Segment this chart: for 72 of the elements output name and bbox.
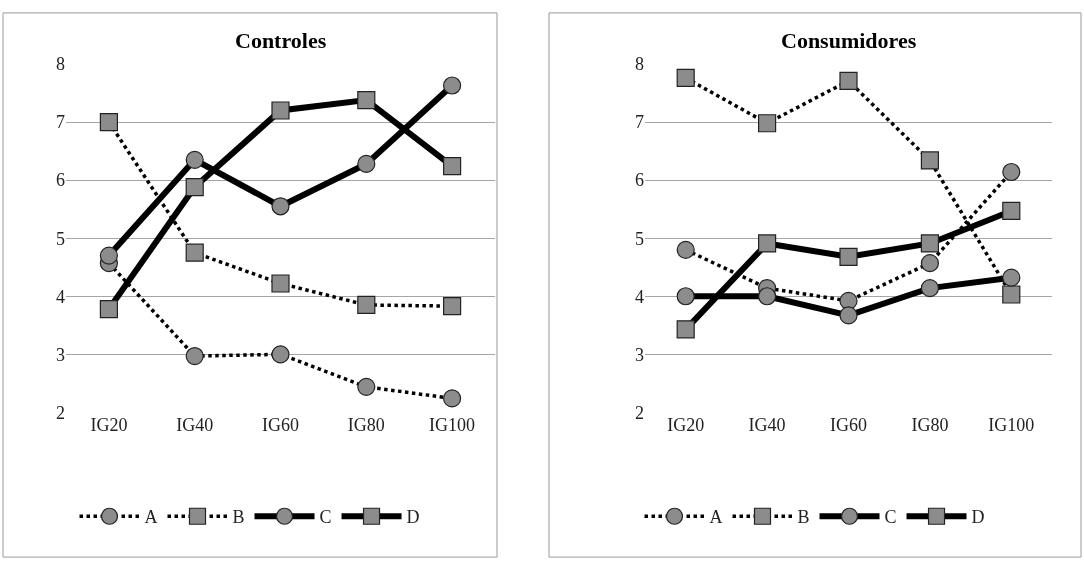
legend-label: C [319,507,332,528]
x-tick-label: IG100 [429,415,476,436]
y-tick-label: 4 [635,286,644,307]
point [758,287,777,306]
point [271,101,290,120]
y-tick-label: 5 [56,228,65,249]
point [758,234,777,253]
legend-label: B [232,507,245,528]
legend-label: B [797,507,810,528]
x-tick-label: IG80 [347,415,385,436]
y-tick-label: 6 [635,170,644,191]
point [920,279,939,298]
legend-label: A [144,507,158,528]
y-tick-label: 2 [635,402,644,423]
legend-label: A [709,507,723,528]
x-tick-label: IG40 [176,415,214,436]
point [185,243,204,262]
legend-label: D [971,507,985,528]
point [185,346,204,366]
point [839,247,858,266]
point [839,71,858,90]
point [357,295,376,315]
y-tick-label: 7 [56,112,65,133]
point [920,234,939,253]
y-tick-label: 3 [635,344,644,365]
x-tick-label: IG20 [90,415,128,436]
point [271,345,290,364]
x-tick-label: IG100 [988,415,1035,436]
point [443,297,462,316]
chart-title: Consumidores [781,28,917,53]
x-tick-label: IG40 [748,415,786,436]
legend-label: C [884,507,897,528]
y-tick-label: 2 [56,402,65,423]
point [357,154,376,173]
point [185,178,204,197]
point [271,197,290,216]
y-tick-label: 6 [56,170,65,191]
point [99,299,118,319]
point [443,157,462,176]
y-tick-label: 3 [56,344,65,365]
x-tick-label: IG20 [667,415,705,436]
point [1002,268,1021,287]
point [920,254,939,273]
y-tick-label: 8 [635,54,644,75]
point [676,320,695,339]
point [99,246,118,265]
point [839,291,858,310]
point [357,377,376,396]
point [443,389,462,408]
point [839,306,858,325]
point [1002,201,1021,221]
point [99,113,118,132]
x-tick-label: IG60 [830,415,867,436]
point [185,150,204,169]
point [1002,285,1021,304]
point [676,287,695,306]
point [271,274,290,293]
point [676,68,695,88]
y-tick-label: 4 [56,286,65,307]
point [443,76,462,95]
point [676,240,695,259]
legend-label: D [406,507,420,528]
y-tick-label: 7 [635,112,644,133]
x-tick-label: IG60 [262,415,299,436]
x-tick-label: IG80 [911,415,949,436]
point [357,90,376,110]
point [758,114,777,133]
y-tick-label: 8 [56,54,65,75]
y-tick-label: 5 [635,228,644,249]
chart-title: Controles [235,28,327,53]
point [920,151,939,170]
point [1002,162,1021,182]
